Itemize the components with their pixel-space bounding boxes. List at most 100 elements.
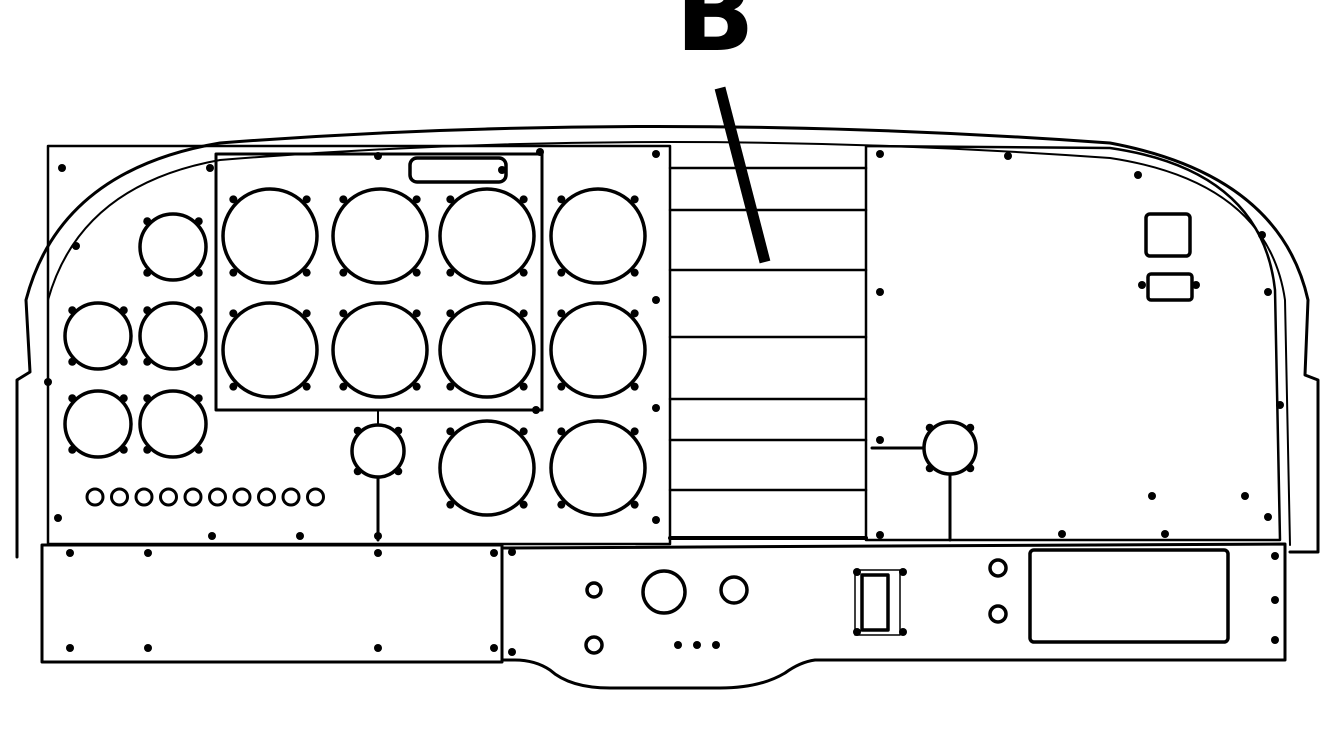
screw <box>144 644 152 652</box>
gauge-screw <box>194 357 203 366</box>
screw <box>712 641 720 649</box>
gauge-screw <box>143 268 152 277</box>
gauge-screw <box>446 427 455 436</box>
circuit-breaker <box>281 487 301 507</box>
screw <box>1134 171 1142 179</box>
gauge-screw <box>119 306 128 315</box>
gauge-screw <box>519 268 528 277</box>
gauge-screw <box>394 426 403 435</box>
gauge <box>438 419 536 517</box>
gauge-screw <box>339 309 348 318</box>
gauge-screw <box>519 427 528 436</box>
screw <box>693 641 701 649</box>
lower-panel-knobs <box>584 558 1008 655</box>
gauge-screw <box>519 309 528 318</box>
gauge-screw <box>630 500 639 509</box>
gauge-screw <box>519 382 528 391</box>
screw <box>876 531 884 539</box>
screw <box>374 532 382 540</box>
lower-left-panel <box>40 543 504 664</box>
screw <box>66 644 74 652</box>
screw <box>1058 530 1066 538</box>
gauge-screw <box>339 195 348 204</box>
clock-window <box>408 156 508 184</box>
screw <box>876 288 884 296</box>
screw <box>674 641 682 649</box>
gauge-screw <box>143 357 152 366</box>
callout-label-b: B <box>675 0 755 75</box>
right-panel-connector <box>1146 272 1194 302</box>
gauge <box>549 419 647 517</box>
screw <box>58 164 66 172</box>
gauge-screw <box>229 268 238 277</box>
screw <box>1264 288 1272 296</box>
gauge <box>438 301 536 399</box>
circuit-breaker <box>232 487 252 507</box>
screw <box>508 648 516 656</box>
panel-inner-outline <box>47 141 1291 546</box>
screw <box>532 406 540 414</box>
screw <box>508 548 516 556</box>
screw <box>1192 281 1200 289</box>
gauge-screw <box>446 268 455 277</box>
gauge-screw <box>557 195 566 204</box>
gauge-screw <box>925 423 934 432</box>
gauge-screw <box>194 268 203 277</box>
screw <box>1161 530 1169 538</box>
gauge-screw <box>194 394 203 403</box>
screw <box>853 628 861 636</box>
gauge-screw <box>446 500 455 509</box>
gauge <box>331 301 429 399</box>
gauge <box>549 301 647 399</box>
screw <box>1148 492 1156 500</box>
screw <box>652 404 660 412</box>
gauge-screw <box>339 268 348 277</box>
gauge-screw <box>557 268 566 277</box>
gauge-screw <box>394 467 403 476</box>
circuit-breaker <box>159 487 178 507</box>
screw <box>144 549 152 557</box>
circuit-breaker <box>306 487 325 507</box>
screw <box>536 148 544 156</box>
gauge-screw <box>194 217 203 226</box>
gauge-screw <box>339 382 348 391</box>
lower-right-display <box>1028 548 1230 644</box>
screw <box>899 628 907 636</box>
gauge-screw <box>302 309 311 318</box>
gauge-screw <box>966 423 975 432</box>
gauge-screw <box>412 382 421 391</box>
gauge-screw <box>68 306 77 315</box>
screw <box>1276 401 1284 409</box>
screw <box>1258 231 1266 239</box>
screw <box>1004 152 1012 160</box>
toggle-switch-slot <box>860 573 890 632</box>
screw <box>1271 596 1279 604</box>
right-subpanel <box>864 144 1282 542</box>
gauge <box>549 187 647 285</box>
gauge-screw <box>630 382 639 391</box>
circuit-breaker <box>85 487 105 507</box>
gauge-screw <box>557 382 566 391</box>
gauge-screw <box>925 464 934 473</box>
gauge <box>63 389 133 459</box>
screw <box>1271 636 1279 644</box>
gauge-screw <box>143 306 152 315</box>
screw <box>490 549 498 557</box>
screw <box>1241 492 1249 500</box>
gauge <box>221 301 319 399</box>
screw <box>652 516 660 524</box>
screw <box>899 568 907 576</box>
gauge-screw <box>519 195 528 204</box>
gauge-screw <box>143 394 152 403</box>
gauge-screw <box>302 268 311 277</box>
callout-leader-line <box>714 86 771 264</box>
gauge-screw <box>630 309 639 318</box>
gauge-group <box>63 187 978 517</box>
radio-stack <box>668 166 868 540</box>
circuit-breaker <box>110 487 129 507</box>
screw <box>374 644 382 652</box>
gauge-screw <box>630 427 639 436</box>
screw <box>652 296 660 304</box>
gauge-screw <box>302 195 311 204</box>
